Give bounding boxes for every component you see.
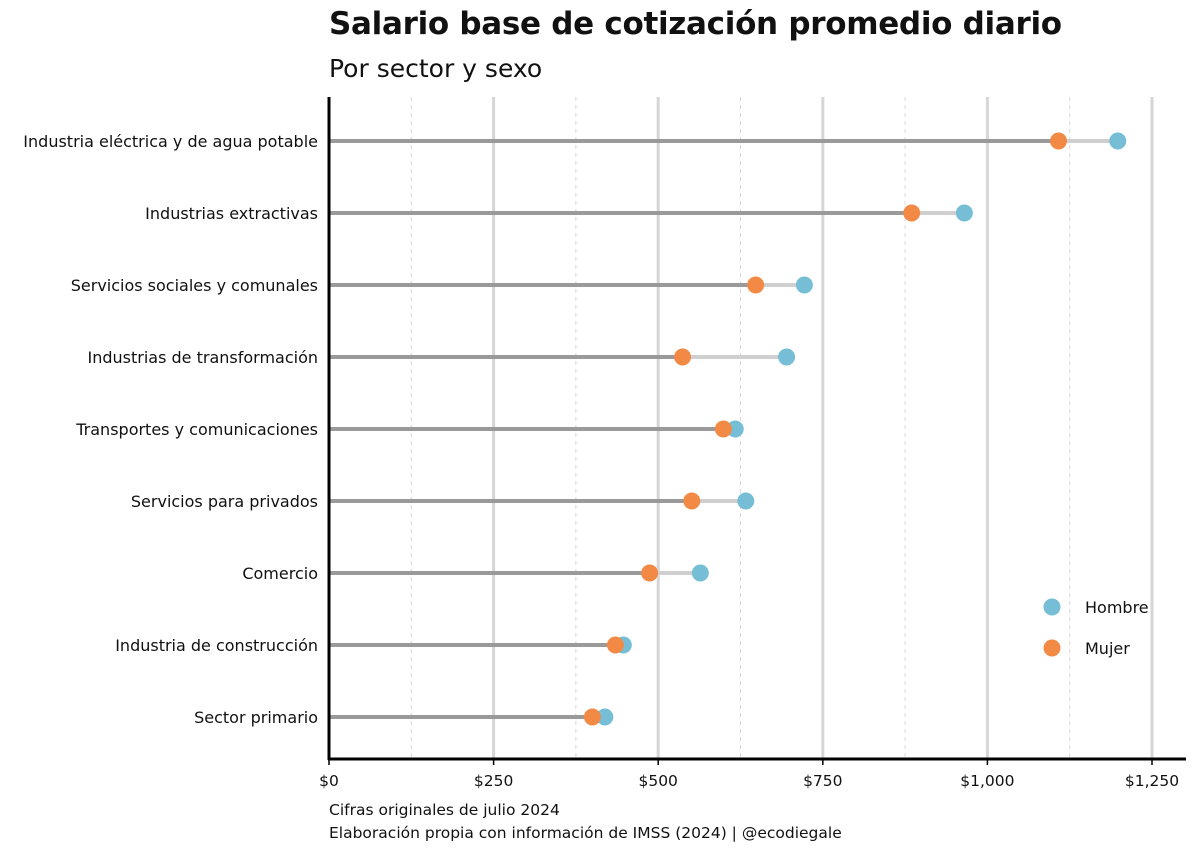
point-mujer — [903, 204, 921, 222]
point-mujer — [714, 420, 732, 438]
point-mujer — [1050, 132, 1068, 150]
point-hombre — [737, 492, 755, 510]
point-hombre — [778, 348, 796, 366]
axes — [327, 97, 1186, 765]
x-tick-labels: $0 $250 $500 $750 $1,000 $1,250 — [319, 772, 1179, 790]
point-mujer — [583, 708, 601, 726]
category-label: Industrias de transformación — [87, 348, 318, 367]
chart-subtitle: Por sector y sexo — [329, 54, 543, 83]
category-label: Industrias extractivas — [145, 204, 318, 223]
point-mujer — [674, 348, 692, 366]
point-hombre — [955, 204, 973, 222]
dumbbell-points — [583, 132, 1127, 726]
caption-line-2: Elaboración propia con información de IM… — [329, 824, 842, 842]
x-tick-label: $1,250 — [1125, 772, 1179, 790]
legend-label: Mujer — [1085, 639, 1130, 658]
chart-title: Salario base de cotización promedio diar… — [329, 6, 1062, 42]
category-label: Industria de construcción — [115, 636, 318, 655]
point-mujer — [641, 564, 659, 582]
point-mujer — [683, 492, 701, 510]
point-hombre — [691, 564, 709, 582]
caption-line-1: Cifras originales de julio 2024 — [329, 801, 560, 819]
point-hombre — [1109, 132, 1127, 150]
legend-label: Hombre — [1085, 598, 1149, 617]
dumbbell-segments — [329, 139, 1118, 719]
category-label: Transportes y comunicaciones — [75, 420, 318, 439]
point-mujer — [747, 276, 765, 294]
category-label: Servicios para privados — [131, 492, 318, 511]
category-label: Sector primario — [194, 708, 318, 727]
point-hombre — [596, 708, 614, 726]
category-labels: Industria eléctrica y de agua potable Ind… — [23, 132, 318, 727]
point-hombre — [795, 276, 813, 294]
legend: Hombre Mujer — [1043, 598, 1149, 658]
legend-swatch — [1043, 639, 1061, 657]
x-tick-label: $1,000 — [960, 772, 1014, 790]
category-label: Industria eléctrica y de agua potable — [23, 132, 318, 151]
x-tick-label: $500 — [638, 772, 677, 790]
category-label: Servicios sociales y comunales — [71, 276, 318, 295]
x-tick-label: $0 — [319, 772, 339, 790]
point-mujer — [606, 636, 624, 654]
legend-swatch — [1043, 598, 1061, 616]
x-tick-label: $250 — [474, 772, 513, 790]
category-label: Comercio — [242, 564, 318, 583]
point-hombre — [726, 420, 744, 438]
x-tick-label: $750 — [803, 772, 842, 790]
